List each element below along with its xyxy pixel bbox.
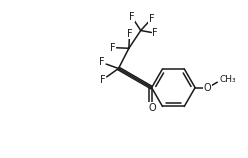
Text: O: O xyxy=(204,83,211,93)
Text: F: F xyxy=(126,29,132,39)
Text: F: F xyxy=(100,75,105,85)
Text: F: F xyxy=(99,57,105,67)
Text: F: F xyxy=(110,43,115,53)
Text: F: F xyxy=(153,28,158,38)
Text: O: O xyxy=(148,103,156,113)
Text: CH₃: CH₃ xyxy=(220,75,236,83)
Text: F: F xyxy=(129,12,135,22)
Text: F: F xyxy=(149,14,155,24)
